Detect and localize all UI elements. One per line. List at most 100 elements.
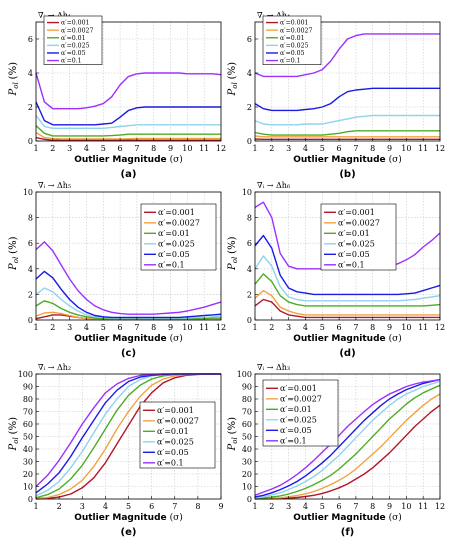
x-tick-label: 10 (401, 144, 411, 153)
x-tick-label: 7 (353, 502, 358, 511)
legend-entry: α′=0.0027 (157, 417, 199, 426)
y-tick-label: 0 (28, 316, 33, 325)
x-tick-label: 3 (286, 144, 291, 153)
legend-entry: α′=0.05 (338, 250, 370, 259)
y-tick-label: 4 (247, 265, 252, 274)
y-tick-label: 50 (242, 433, 252, 442)
y-tick-label: 90 (23, 383, 33, 392)
y-axis-label-subscript: ol (231, 257, 239, 263)
x-tick-label: 5 (320, 323, 325, 332)
x-axis-label-text: Outlier Magnitude (74, 334, 166, 344)
x-tick-label: 6 (337, 502, 342, 511)
y-tick-label: 6 (247, 239, 252, 248)
x-tick-label: 7 (172, 502, 177, 511)
x-tick-label: 3 (286, 502, 291, 511)
legend-box (43, 15, 103, 65)
y-axis-label-subscript: ol (12, 82, 20, 88)
x-tick-label: 7 (134, 144, 139, 153)
x-tick-label: 2 (50, 144, 55, 153)
y-tick-label: 10 (242, 188, 252, 197)
x-tick-label: 12 (435, 502, 445, 511)
y-tick-label: 0 (247, 316, 252, 325)
series-line-4 (254, 255, 441, 302)
legend-entry: α′=0.025 (61, 43, 90, 50)
y-tick-label: 6 (28, 35, 33, 44)
legend-box (139, 401, 216, 469)
series-line-3 (254, 273, 441, 307)
legend-entry: α′=0.01 (158, 229, 190, 238)
legend: α′=0.001α′=0.0027α′=0.01α′=0.025α′=0.05α… (140, 203, 217, 271)
x-tick-label: 11 (418, 323, 428, 332)
x-tick-label: 11 (199, 323, 209, 332)
legend-entry: α′=0.1 (338, 261, 365, 270)
x-tick-label: 5 (320, 144, 325, 153)
legend-entry: α′=0.0027 (280, 395, 322, 404)
legend-entry: α′=0.025 (280, 416, 317, 425)
y-axis-label-unit: (%) (227, 62, 238, 79)
series-line-5 (254, 234, 441, 296)
x-axis-label-unit: (σ) (170, 154, 183, 165)
x-tick-label: 3 (67, 323, 72, 332)
x-tick-label: 6 (337, 323, 342, 332)
x-tick-label: 11 (418, 502, 428, 511)
legend: α′=0.001α′=0.0027α′=0.01α′=0.025α′=0.05α… (262, 379, 339, 447)
y-tick-label: 40 (242, 445, 252, 454)
y-axis-label-unit: (%) (8, 62, 19, 79)
y-axis-label: Pol (%) (8, 417, 20, 452)
legend-entry: α′=0.001 (158, 208, 195, 217)
x-axis-label: Outlier Magnitude (σ) (74, 333, 183, 344)
legend-entry: α′=0.025 (157, 438, 194, 447)
legend-entry: α′=0.05 (280, 50, 305, 57)
series-line-1 (255, 404, 441, 500)
legend: α′=0.001α′=0.0027α′=0.01α′=0.025α′=0.05α… (43, 15, 103, 65)
legend-entry: α′=0.1 (280, 58, 301, 65)
x-tick-label: 10 (401, 502, 411, 511)
y-axis-label: Pol (%) (8, 62, 20, 97)
x-tick-label: 4 (84, 323, 89, 332)
x-tick-label: 12 (216, 323, 226, 332)
legend-entry: α′=0.05 (61, 50, 86, 57)
y-axis-label-unit: (%) (8, 236, 19, 253)
panel-label: (a) (121, 169, 137, 180)
y-tick-label: 20 (23, 470, 33, 479)
x-tick-label: 1 (252, 323, 257, 332)
series-line-5 (254, 378, 441, 498)
y-tick-label: 100 (18, 370, 33, 379)
y-tick-label: 70 (242, 408, 252, 417)
y-axis-label-unit: (%) (227, 236, 238, 253)
y-tick-label: 4 (247, 69, 252, 78)
x-tick-label: 2 (50, 323, 55, 332)
legend: α′=0.001α′=0.0027α′=0.01α′=0.025α′=0.05α… (139, 401, 216, 469)
panel-label: (e) (121, 527, 137, 538)
x-tick-label: 4 (303, 323, 308, 332)
y-axis-label-subscript: ol (12, 257, 20, 263)
series-line-4 (35, 115, 221, 130)
y-tick-label: 6 (247, 35, 252, 44)
legend-entry: α′=0.05 (157, 448, 189, 457)
legend-entry: α′=0.001 (280, 20, 309, 27)
y-tick-label: 2 (247, 290, 252, 299)
y-tick-label: 10 (242, 483, 252, 492)
x-tick-label: 4 (84, 144, 89, 153)
series-line-5 (35, 101, 221, 126)
y-tick-label: 20 (242, 470, 252, 479)
x-axis-label-text: Outlier Magnitude (74, 155, 166, 165)
panel-title: ∇ᵢ → Δh₄ (257, 11, 290, 20)
x-axis-label: Outlier Magnitude (σ) (74, 154, 183, 165)
x-tick-label: 9 (387, 323, 392, 332)
legend: α′=0.001α′=0.0027α′=0.01α′=0.025α′=0.05α… (320, 203, 397, 271)
series-line-1 (35, 136, 221, 141)
y-tick-label: 6 (28, 239, 33, 248)
y-tick-label: 40 (23, 445, 33, 454)
y-tick-label: 2 (247, 103, 252, 112)
x-tick-label: 4 (303, 144, 308, 153)
series-line-5 (35, 270, 222, 319)
x-tick-label: 5 (101, 144, 106, 153)
y-tick-label: 50 (23, 433, 33, 442)
series-line-3 (35, 125, 221, 137)
y-tick-label: 2 (28, 103, 33, 112)
x-tick-label: 3 (80, 502, 85, 511)
